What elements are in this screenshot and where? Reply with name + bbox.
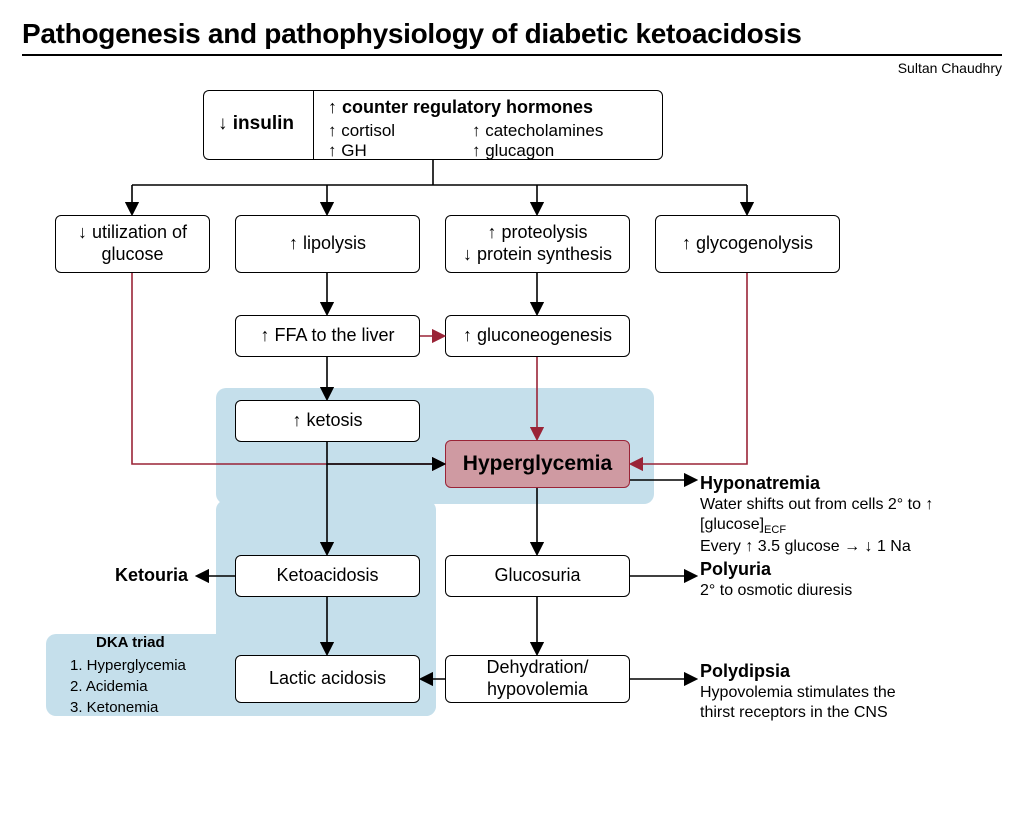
node-hyperglycemia: Hyperglycemia <box>445 440 630 488</box>
polyuria-title: Polyuria <box>700 558 980 581</box>
title-rule <box>22 54 1002 56</box>
node-crh: ↑ counter regulatory hormones ↑ cortisol… <box>313 90 663 160</box>
triad-title: DKA triad <box>70 632 186 653</box>
node-gluconeogenesis: ↑ gluconeogenesis <box>445 315 630 357</box>
node-insulin: ↓ insulin <box>203 90 313 160</box>
author-name: Sultan Chaudhry <box>898 60 1002 76</box>
node-dehydration: Dehydration/ hypovolemia <box>445 655 630 703</box>
hypona-title: Hyponatremia <box>700 472 1010 495</box>
node-ketosis: ↑ ketosis <box>235 400 420 442</box>
hypona-body: Water shifts out from cells 2° to ↑ [glu… <box>700 495 1010 558</box>
label-polydipsia: Polydipsia Hypovolemia stimulates the th… <box>700 660 980 723</box>
node-glycogenolysis: ↑ glycogenolysis <box>655 215 840 273</box>
node-lipolysis: ↑ lipolysis <box>235 215 420 273</box>
ketouria-text: Ketouria <box>115 565 188 585</box>
node-glucosuria: Glucosuria <box>445 555 630 597</box>
node-ffa: ↑ FFA to the liver <box>235 315 420 357</box>
polyuria-body: 2° to osmotic diuresis <box>700 581 980 601</box>
polydipsia-title: Polydipsia <box>700 660 980 683</box>
crh-title: ↑ counter regulatory hormones <box>328 97 648 119</box>
polydipsia-body: Hypovolemia stimulates the thirst recept… <box>700 683 980 723</box>
node-lactic: Lactic acidosis <box>235 655 420 703</box>
insulin-text: ↓ insulin <box>218 113 294 136</box>
triad-2: 2. Acidemia <box>70 676 186 697</box>
crh-col1: ↑ cortisol ↑ GH <box>328 121 472 162</box>
node-ketoacidosis: Ketoacidosis <box>235 555 420 597</box>
triad-1: 1. Hyperglycemia <box>70 655 186 676</box>
triad-3: 3. Ketonemia <box>70 697 186 718</box>
label-polyuria: Polyuria 2° to osmotic diuresis <box>700 558 980 601</box>
label-hyponatremia: Hyponatremia Water shifts out from cells… <box>700 472 1010 557</box>
page-title: Pathogenesis and pathophysiology of diab… <box>22 18 802 50</box>
dka-triad: DKA triad 1. Hyperglycemia 2. Acidemia 3… <box>70 632 186 718</box>
crh-col2: ↑ catecholamines ↑ glucagon <box>472 121 648 162</box>
label-ketouria: Ketouria <box>115 564 188 587</box>
node-proteolysis: ↑ proteolysis ↓ protein synthesis <box>445 215 630 273</box>
node-utilization: ↓ utilization of glucose <box>55 215 210 273</box>
